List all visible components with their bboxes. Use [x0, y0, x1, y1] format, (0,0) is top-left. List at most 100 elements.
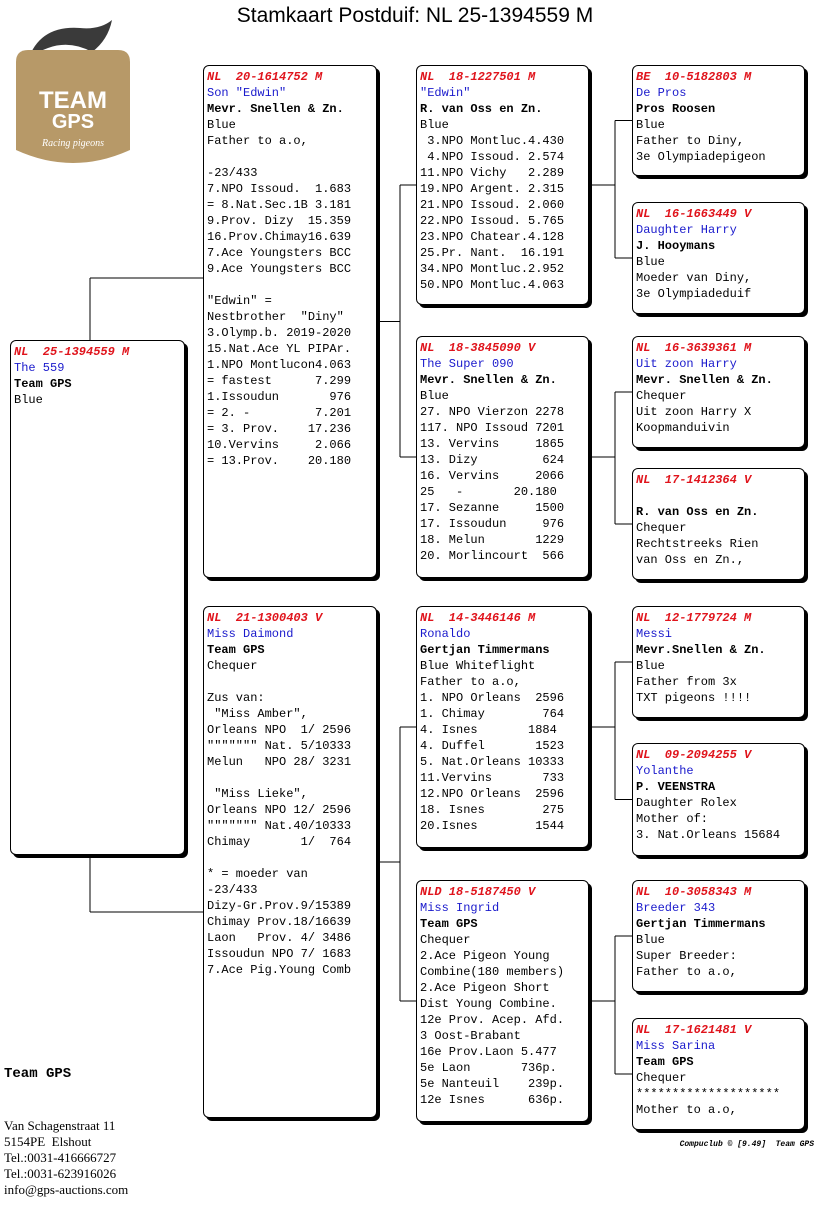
info-line: 4. Isnes 1884: [420, 723, 557, 737]
ring-number: BE 10-5182803 M: [636, 70, 752, 84]
pigeon-name: Yolanthe: [636, 764, 694, 778]
pigeon-card: NL 17-1621481 V Miss Sarina Team GPS Cheque…: [632, 1018, 805, 1130]
address-line: Van Schagenstraat 11: [4, 1118, 116, 1133]
info-line: -23/433: [207, 883, 258, 897]
info-line: Father to a.o,: [420, 675, 521, 689]
pigeon-card: NL 09-2094255 V Yolanthe P. VEENSTRA Daught…: [632, 743, 805, 856]
info-line: 12e Prov. Acep. Afd.: [420, 1013, 565, 1027]
owner: Pros Roosen: [636, 102, 716, 116]
info-line: 23.NPO Chatear.4.128: [420, 230, 565, 244]
ring-number: NL 17-1621481 V: [636, 1023, 752, 1037]
owner: Team GPS: [207, 643, 265, 657]
info-line: Blue: [636, 118, 665, 132]
owner: J. Hooymans: [636, 239, 716, 253]
info-line: 9.Prov. Dizy 15.359: [207, 214, 352, 228]
pigeon-card: NL 16-3639361 M Uit zoon Harry Mevr. Snell…: [632, 336, 805, 448]
info-line: Chequer: [207, 659, 258, 673]
info-line: -23/433: [207, 166, 258, 180]
ring-number: NL 18-3845090 V: [420, 341, 536, 355]
info-line: 4.NPO Issoud. 2.574: [420, 150, 565, 164]
info-line: Koopmanduivin: [636, 421, 730, 435]
info-line: 9.Ace Youngsters BCC: [207, 262, 352, 276]
address-line: 5154PE Elshout: [4, 1134, 92, 1149]
info-line: Blue: [14, 393, 43, 407]
info-line: Rechtstreeks Rien: [636, 537, 759, 551]
info-line: "Miss Amber",: [207, 707, 308, 721]
pigeon-card: NL 21-1300403 V Miss Daimond Team GPS Chequ…: [203, 606, 377, 1118]
ring-number: NL 16-1663449 V: [636, 207, 752, 221]
info-line: 12.NPO Orleans 2596: [420, 787, 565, 801]
pigeon-name: Miss Ingrid: [420, 901, 500, 915]
ring-number: NL 10-3058343 M: [636, 885, 752, 899]
info-line: 3. Nat.Orleans 15684: [636, 828, 781, 842]
info-line: Issoudun NPO 7/ 1683: [207, 947, 352, 961]
logo-text: TEAM: [39, 87, 107, 114]
owner: Team GPS: [636, 1055, 694, 1069]
info-line: 34.NPO Montluc.2.952: [420, 262, 565, 276]
info-line: Mother of:: [636, 812, 709, 826]
info-line: 20.Isnes 1544: [420, 819, 565, 833]
info-line: 7.NPO Issoud. 1.683: [207, 182, 352, 196]
logo-tagline: Racing pigeons: [41, 138, 104, 149]
ring-number: NL 17-1412364 V: [636, 473, 752, 487]
spacer: [207, 277, 376, 293]
info-line: 25.Pr. Nant. 16.191: [420, 246, 565, 260]
pigeon-name: Miss Daimond: [207, 627, 294, 641]
pigeon-name: De Pros: [636, 86, 687, 100]
info-line: Orleans NPO 1/ 2596: [207, 723, 352, 737]
connectors: [89, 120, 632, 1075]
owner: Team GPS: [420, 917, 478, 931]
info-line: Chequer: [636, 1071, 687, 1085]
info-line: 27. NPO Vierzon 2278: [420, 405, 565, 419]
info-line: Father to Diny,: [636, 134, 745, 148]
info-line: = 3. Prov. 17.236: [207, 422, 352, 436]
ring-number: NL 20-1614752 M: [207, 70, 323, 84]
info-line: 19.NPO Argent. 2.315: [420, 182, 565, 196]
info-line: 3.NPO Montluc.4.430: [420, 134, 565, 148]
info-line: 3.Olymp.b. 2019-2020: [207, 326, 352, 340]
info-line: Chequer: [636, 521, 687, 535]
ring-number: NL 25-1394559 M: [14, 345, 130, 359]
info-line: Father to a.o,: [636, 965, 737, 979]
info-line: 17. Sezanne 1500: [420, 501, 565, 515]
info-line: 50.NPO Montluc.4.063: [420, 278, 565, 292]
logo: TEAM GPS Racing pigeons: [16, 20, 130, 163]
pigeon-name: Uit zoon Harry: [636, 357, 737, 371]
info-line: 20. Morlincourt 566: [420, 549, 565, 563]
info-line: Chequer: [420, 933, 471, 947]
info-line: 18. Melun 1229: [420, 533, 565, 547]
spacer: [207, 149, 376, 165]
info-line: Blue: [636, 255, 665, 269]
owner: R. van Oss en Zn.: [420, 102, 543, 116]
info-line: Mother to a.o,: [636, 1103, 737, 1117]
info-line: Father to a.o,: [207, 134, 308, 148]
pigeon-name: Breeder 343: [636, 901, 716, 915]
info-line: 12e Isnes 636p.: [420, 1093, 565, 1107]
info-line: Combine(180 members): [420, 965, 565, 979]
info-line: 16e Prov.Laon 5.477: [420, 1045, 557, 1059]
pigeon-name: Messi: [636, 627, 673, 641]
info-line: Zus van:: [207, 691, 265, 705]
info-line: = 13.Prov. 20.180: [207, 454, 352, 468]
page: TEAM GPS Racing pigeons Stamkaart Postdu…: [4, 4, 814, 1197]
pigeon-card: BE 10-5182803 M De Pros Pros Roosen Blue Fat…: [632, 65, 805, 176]
info-line: Orleans NPO 12/ 2596: [207, 803, 352, 817]
address-line: Tel.:0031-623916026: [4, 1166, 117, 1181]
owner: R. van Oss en Zn.: [636, 505, 759, 519]
pigeon-name: "Edwin": [420, 86, 471, 100]
pigeon-card: NL 17-1412364 V R. van Oss en Zn. Chequer R…: [632, 468, 805, 580]
footer: Team GPS Van Schagenstraat 11 5154PE Elsh…: [4, 1034, 128, 1214]
info-line: Blue: [636, 933, 665, 947]
page-title: Stamkaart Postduif: NL 25-1394559 M: [236, 4, 594, 27]
info-line: 13. Dizy 624: [420, 453, 565, 467]
info-line: 11.Vervins 733: [420, 771, 565, 785]
address-line: Tel.:0031-416666727: [4, 1150, 117, 1165]
company: Team GPS: [4, 1066, 72, 1082]
info-line: 7.Ace Pig.Young Comb: [207, 963, 352, 977]
info-line: """"""" Nat.40/10333: [207, 819, 352, 833]
pigeon-name: Son "Edwin": [207, 86, 287, 100]
info-line: 5e Nanteuil 239p.: [420, 1077, 565, 1091]
info-line: 16. Vervins 2066: [420, 469, 565, 483]
info-line: = 2. - 7.201: [207, 406, 352, 420]
info-line: 11.NPO Vichy 2.289: [420, 166, 565, 180]
